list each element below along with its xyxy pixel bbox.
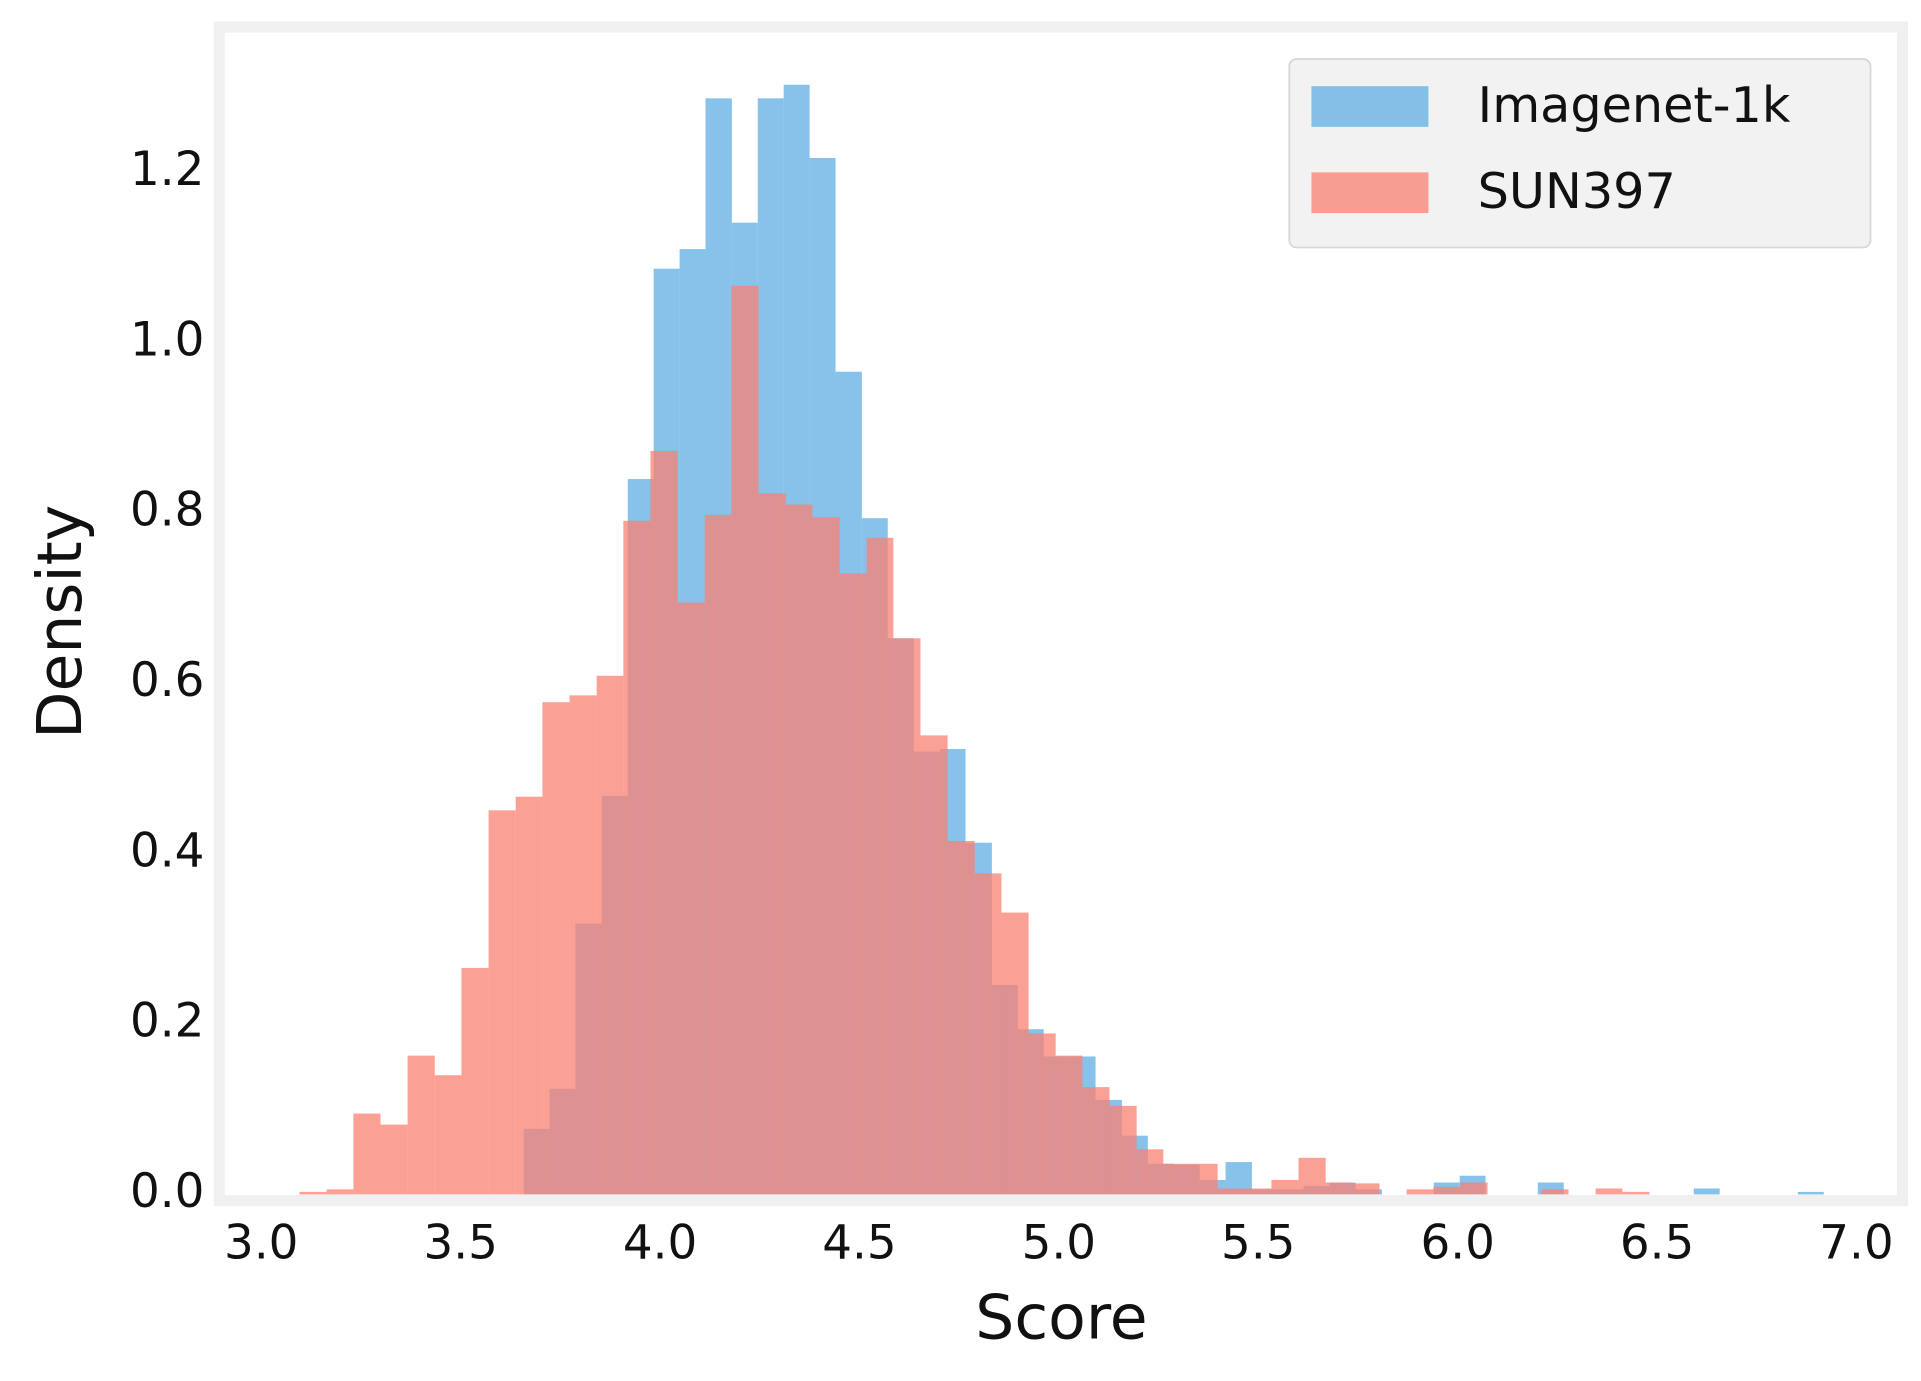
histogram-bar: [947, 841, 975, 1195]
histogram-bar: [1595, 1188, 1623, 1195]
x-axis-title: Score: [975, 1281, 1147, 1353]
histogram-bar: [1271, 1179, 1299, 1195]
y-axis-title: Density: [24, 505, 96, 739]
histogram-bar: [1136, 1149, 1164, 1195]
histogram-bar: [542, 702, 570, 1195]
histogram-bar: [920, 735, 948, 1195]
histogram-bar: [1352, 1183, 1380, 1195]
histogram-bar: [1244, 1188, 1272, 1195]
histogram-bar: [1537, 1182, 1564, 1195]
histogram-bar: [461, 967, 489, 1195]
y-tick-label: 0.2: [130, 995, 204, 1049]
histogram-bar: [758, 493, 786, 1195]
histogram-bar: [623, 520, 651, 1195]
histogram-bar: [1298, 1157, 1326, 1195]
histogram-bar: [1406, 1189, 1434, 1195]
histogram-bar: [650, 450, 678, 1195]
histogram-bar: [1460, 1182, 1488, 1195]
histogram-bar: [893, 638, 921, 1195]
histogram-bar: [1082, 1087, 1110, 1195]
histogram-bar: [1217, 1188, 1245, 1195]
histogram-bar: [1541, 1189, 1569, 1195]
bars: [299, 84, 1824, 1195]
histogram-bar: [866, 537, 894, 1195]
histogram-bar: [569, 695, 597, 1195]
histogram-bar: [380, 1124, 408, 1195]
histogram-bar: [299, 1191, 327, 1195]
y-tick-label: 1.0: [130, 313, 204, 367]
series: [299, 285, 1650, 1195]
histogram-bar: [1163, 1163, 1191, 1195]
legend-label: SUN397: [1478, 162, 1676, 220]
legend-label: Imagenet-1k: [1478, 76, 1791, 134]
x-tick-label: 4.0: [623, 1217, 697, 1271]
legend-swatch: [1311, 86, 1429, 127]
histogram-bar: [407, 1055, 435, 1195]
x-tick-label: 3.5: [423, 1217, 497, 1271]
histogram-bar: [1001, 912, 1029, 1195]
histogram-bar: [704, 514, 732, 1195]
histogram-bar: [1433, 1186, 1461, 1195]
x-tick-label: 3.0: [224, 1217, 298, 1271]
histogram-bar: [974, 873, 1002, 1195]
histogram-bar: [1109, 1105, 1137, 1195]
x-tick-label: 5.0: [1022, 1217, 1096, 1271]
histogram-bar: [326, 1189, 354, 1195]
legend-box: [1288, 58, 1872, 249]
histogram-bar: [677, 602, 705, 1195]
x-tick-label: 6.5: [1620, 1217, 1694, 1271]
histogram-bar: [731, 285, 759, 1195]
histogram-bar: [488, 810, 516, 1195]
histogram-bar: [434, 1075, 462, 1195]
histogram-bar: [1325, 1182, 1353, 1195]
y-tick-label: 0.0: [130, 1165, 204, 1219]
histogram-bar: [1693, 1188, 1720, 1195]
histogram-bar: [515, 796, 543, 1195]
histogram-bar: [1622, 1191, 1650, 1195]
histogram-bar: [785, 504, 813, 1195]
histogram-bar: [1190, 1163, 1218, 1195]
y-tick-label: 1.2: [130, 143, 204, 197]
histogram-bar: [353, 1113, 381, 1195]
x-tick-label: 4.5: [822, 1217, 896, 1271]
x-tick-label: 5.5: [1221, 1217, 1295, 1271]
legend-swatch: [1311, 172, 1429, 214]
x-tick-label: 7.0: [1819, 1217, 1893, 1271]
x-tick-label: 6.0: [1420, 1217, 1494, 1271]
histogram-bar: [1028, 1033, 1056, 1195]
legend: Imagenet-1k SUN397: [1288, 58, 1872, 249]
ticks: 3.0 3.5 4.0 4.5 5.0 5.5 6.0 6.5 7.0 0.0 0.2 0.4 0.6 0…: [130, 143, 1894, 1271]
histogram-bar: [839, 573, 867, 1195]
histogram-bar: [1055, 1055, 1083, 1195]
y-tick-label: 0.4: [130, 824, 204, 878]
histogram-bar: [812, 517, 840, 1195]
y-tick-label: 0.8: [130, 484, 204, 538]
y-tick-label: 0.6: [130, 654, 204, 708]
histogram-bar: [1797, 1191, 1824, 1195]
histogram-bar: [596, 675, 624, 1195]
